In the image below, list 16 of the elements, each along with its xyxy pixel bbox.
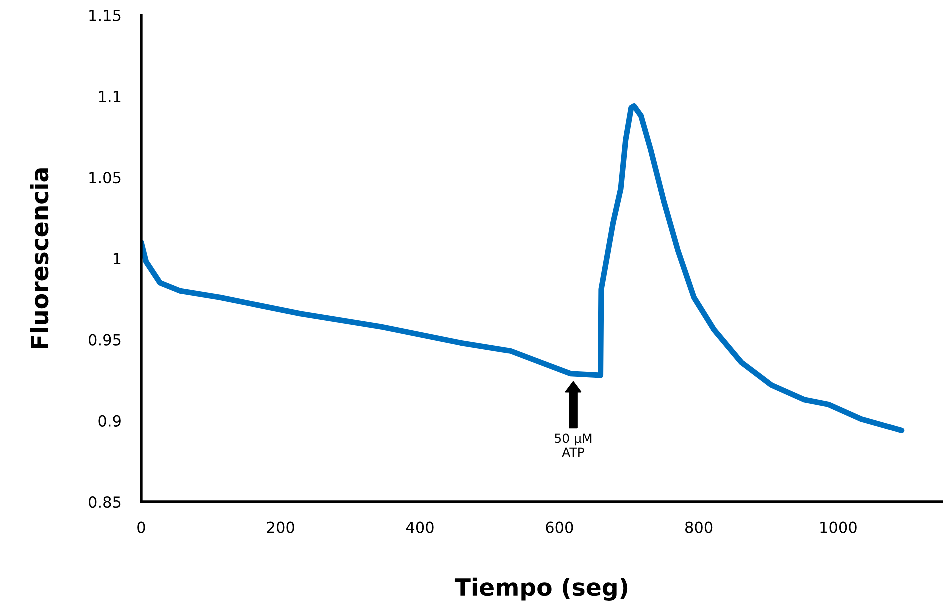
x-tick-label: 1000 <box>820 522 857 534</box>
x-tick-label: 600 <box>546 522 574 534</box>
y-tick-label: 0.95 <box>88 334 121 346</box>
annotation: 50 µM ATP <box>555 434 592 457</box>
x-tick-label: 400 <box>406 522 434 534</box>
x-axis-title: Tiempo (seg) <box>454 578 628 601</box>
x-tick-label: 800 <box>686 522 713 534</box>
y-tick-label: 1.15 <box>90 10 121 22</box>
y-tick-label: 0.85 <box>88 496 121 508</box>
x-tick-label: 200 <box>267 522 294 534</box>
y-axis-title: Fluorescencia <box>30 168 49 348</box>
y-tick-label: 1 <box>114 253 121 265</box>
y-tick-label: 0.9 <box>98 415 121 427</box>
x-tick-label: 0 <box>138 522 146 534</box>
y-tick-label: 1.05 <box>90 172 121 184</box>
y-tick-label: 1.1 <box>99 91 121 102</box>
